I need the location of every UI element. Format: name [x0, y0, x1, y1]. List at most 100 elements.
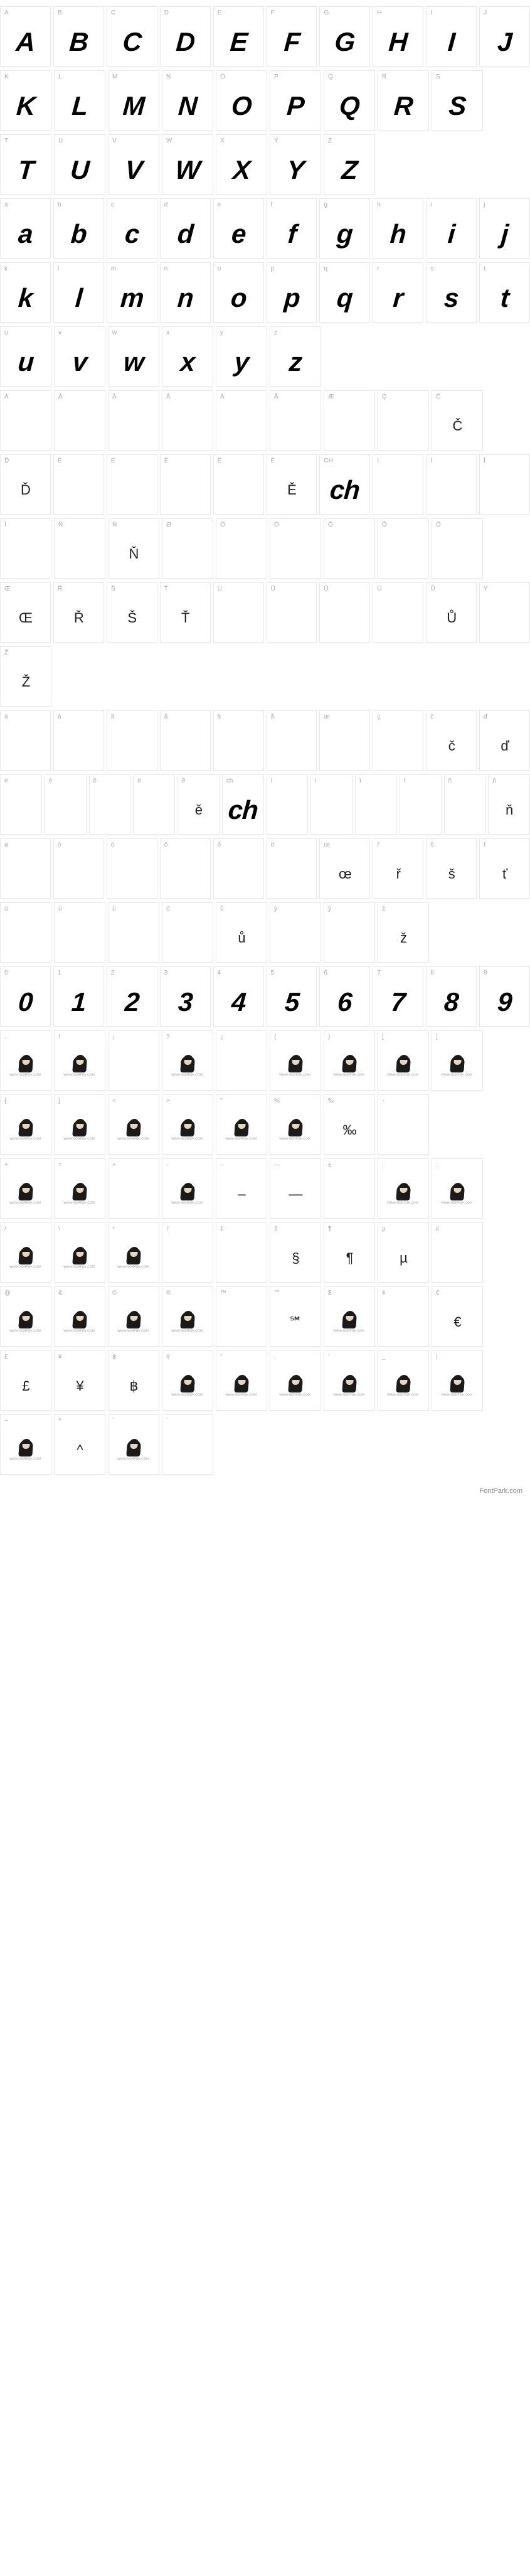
glyph-display: [53, 530, 106, 578]
glyph-cell: ê: [89, 774, 131, 835]
glyph-display: [310, 786, 354, 834]
glyph-label: £: [1, 1351, 51, 1362]
glyph-cell: jj: [479, 198, 530, 259]
glyph-display: k: [0, 274, 52, 322]
glyph-cell: ~WWW.NORFOK.COM: [0, 1414, 51, 1475]
glyph-display: 9: [478, 978, 530, 1026]
glyph-label: §: [270, 1223, 321, 1234]
glyph-display: P: [268, 82, 322, 130]
glyph-cell: ©WWW.NORFOK.COM: [108, 1286, 159, 1347]
glyph-display: [443, 786, 487, 834]
glyph-display: U: [53, 146, 106, 194]
glyph-cell: ï: [400, 774, 442, 835]
glyph-label: Æ: [324, 391, 374, 402]
glyph-display: [430, 1234, 484, 1282]
glyph-cell: YY: [270, 134, 321, 195]
glyph-cell: xx: [162, 326, 213, 387]
glyph-label: ë: [134, 775, 174, 786]
logo-text: WWW.NORFOK.COM: [63, 1330, 95, 1333]
glyph-display: [212, 466, 265, 514]
glyph-label: †: [162, 1223, 213, 1234]
glyph-cell: #WWW.NORFOK.COM: [162, 1350, 213, 1411]
glyph-label: ř: [373, 839, 423, 850]
glyph-cell: 88: [426, 966, 477, 1027]
glyph-cell: KK: [0, 70, 51, 131]
glyph-label: $: [324, 1287, 374, 1298]
glyph-display: WWW.NORFOK.COM: [53, 1106, 106, 1154]
glyph-label: Ď: [1, 455, 50, 466]
glyph-row: uuvvwwxxyyzz: [0, 326, 530, 387]
glyph-cell: Ø: [162, 518, 213, 579]
glyph-label: e: [214, 199, 263, 210]
glyph-display: WWW.NORFOK.COM: [430, 1042, 484, 1090]
glyph-cell: ý: [270, 902, 321, 963]
glyph-display: [0, 722, 52, 770]
glyph-display: q: [319, 274, 371, 322]
glyph-label: č: [427, 711, 476, 722]
glyph-cell: Á: [54, 390, 105, 451]
glyph-display: ¥: [55, 1362, 105, 1410]
logo-icon: [342, 1056, 357, 1072]
glyph-cell: RR: [378, 70, 429, 131]
glyph-cell: FF: [267, 6, 317, 67]
glyph-label: d: [161, 199, 210, 210]
glyph-label: Ä: [216, 391, 267, 402]
glyph-cell: NN: [162, 70, 213, 131]
glyph-label: ú: [55, 903, 105, 914]
glyph-label: È: [54, 455, 103, 466]
glyph-label: S: [432, 71, 482, 82]
glyph-cell: ♯: [432, 1222, 483, 1283]
glyph-cell: mm: [107, 262, 157, 323]
glyph-label: ý: [270, 903, 321, 914]
glyph-display: [159, 722, 211, 770]
glyph-cell: 'WWW.NORFOK.COM: [324, 1350, 375, 1411]
glyph-cell: qq: [319, 262, 370, 323]
glyph-row: àáâãäåæçččďď: [0, 710, 530, 771]
glyph-display: WWW.NORFOK.COM: [430, 1362, 484, 1410]
logo-text: WWW.NORFOK.COM: [63, 1138, 95, 1141]
glyph-cell: aa: [0, 198, 51, 259]
glyph-label: ñ: [445, 775, 485, 786]
glyph-cell: è: [0, 774, 42, 835]
glyph-label: |: [432, 1351, 482, 1362]
glyph-cell: ú: [54, 902, 105, 963]
glyph-row: ĎĎÈÉÊËĚĚCHchÌÍÎ: [0, 454, 530, 515]
glyph-label: Q: [324, 71, 374, 82]
glyph-cell: <WWW.NORFOK.COM: [108, 1094, 159, 1155]
glyph-cell: á: [53, 710, 104, 771]
glyph-display: €: [432, 1298, 482, 1346]
glyph-cell: .WWW.NORFOK.COM: [0, 1030, 51, 1091]
glyph-cell: ŤŤ: [160, 582, 211, 643]
glyph-label: €: [432, 1287, 482, 1298]
glyph-display: m: [105, 274, 158, 322]
glyph-display: [212, 594, 265, 642]
glyph-label: =: [55, 1159, 105, 1170]
glyph-label: K: [1, 71, 51, 82]
glyph-label: !: [55, 1031, 105, 1042]
glyph-display: ť: [480, 850, 529, 898]
glyph-label: Ò: [216, 519, 267, 530]
logo-text: WWW.NORFOK.COM: [117, 1330, 149, 1333]
glyph-label: 3: [161, 967, 210, 978]
glyph-label: Ž: [1, 647, 51, 658]
glyph-cell: 22: [107, 966, 157, 1027]
glyph-cell: ¥¥: [54, 1350, 105, 1411]
glyph-label: M: [109, 71, 159, 82]
logo-icon: [126, 1440, 141, 1456]
glyph-label: á: [54, 711, 103, 722]
glyph-display: A: [0, 18, 52, 66]
glyph-label: Ň: [109, 519, 159, 530]
glyph-label: Ñ: [55, 519, 105, 530]
glyph-cell: à: [0, 710, 51, 771]
glyph-label: Ã: [162, 391, 213, 402]
glyph-display: [354, 786, 398, 834]
glyph-label: E: [214, 7, 263, 18]
glyph-cell: nn: [160, 262, 211, 323]
glyph-display: WWW.NORFOK.COM: [53, 1042, 106, 1090]
glyph-cell: ℠℠: [270, 1286, 321, 1347]
glyph-label: L: [55, 71, 105, 82]
glyph-cell: 33: [160, 966, 211, 1027]
glyph-label: 8: [427, 967, 476, 978]
glyph-display: J: [478, 18, 530, 66]
glyph-display: WWW.NORFOK.COM: [161, 1106, 214, 1154]
